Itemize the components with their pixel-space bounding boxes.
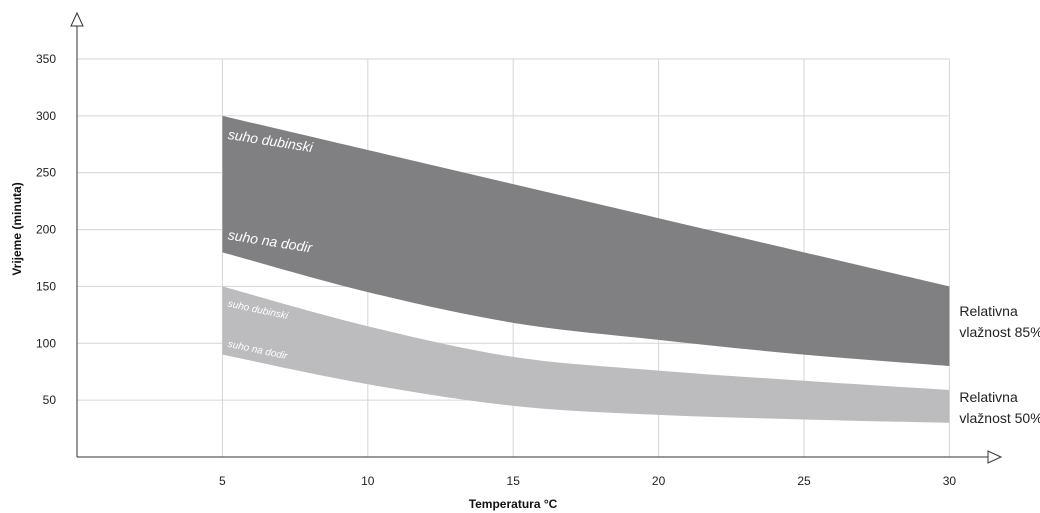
legend-label-line: Relativna	[959, 303, 1018, 319]
legend-label-series-0: Relativna vlažnost 85%	[959, 303, 1040, 340]
y-axis-arrow-icon	[70, 11, 84, 27]
y-tick-label: 50	[43, 393, 57, 407]
x-tick-label: 15	[507, 474, 521, 488]
x-tick-label: 30	[943, 474, 957, 488]
x-tick-label: 20	[652, 474, 666, 488]
chart-axes	[70, 11, 1003, 464]
x-axis-arrow-icon	[987, 450, 1003, 464]
chart-legend: Relativna vlažnost 85% Relativna vlažnost 5…	[959, 303, 1040, 426]
y-tick-label: 200	[36, 223, 56, 237]
y-tick-label: 100	[36, 336, 56, 350]
y-tick-label: 300	[36, 109, 56, 123]
band-series-1	[222, 286, 950, 423]
chart-ticks: 50 100 150 200 250 300 350 5 10 15 20 25 30	[36, 52, 956, 488]
y-tick-label: 350	[36, 52, 56, 66]
y-tick-label: 150	[36, 279, 56, 293]
band-series-0	[222, 115, 950, 367]
legend-label-line: vlažnost 85%	[959, 324, 1040, 340]
x-tick-label: 5	[219, 474, 226, 488]
y-tick-label: 250	[36, 166, 56, 180]
x-tick-label: 10	[361, 474, 375, 488]
y-axis-title: Vrijeme (minuta)	[10, 182, 24, 275]
chart-bands	[222, 115, 950, 423]
x-axis-title: Temperatura °C	[469, 497, 558, 511]
x-tick-label: 25	[797, 474, 811, 488]
legend-label-series-1: Relativna vlažnost 50%	[959, 389, 1040, 426]
legend-label-line: vlažnost 50%	[959, 410, 1040, 426]
legend-label-line: Relativna	[959, 389, 1018, 405]
